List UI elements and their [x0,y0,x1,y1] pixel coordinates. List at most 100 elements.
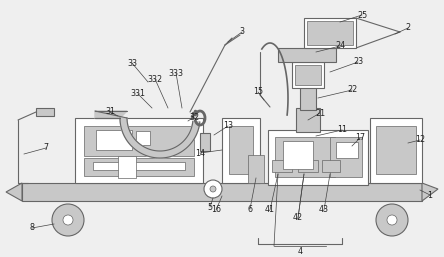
Bar [370,118,422,183]
Text: 43: 43 [319,206,329,215]
Polygon shape [189,132,196,137]
Polygon shape [131,141,137,147]
Bar [248,155,264,183]
Polygon shape [192,125,199,128]
Text: 23: 23 [353,58,363,67]
Bar [283,141,313,169]
Polygon shape [120,118,127,120]
Polygon shape [168,150,171,157]
Polygon shape [162,151,163,158]
Polygon shape [135,144,140,150]
Text: 12: 12 [415,135,425,144]
Polygon shape [185,139,191,144]
Text: 331: 331 [131,89,146,98]
Polygon shape [174,148,178,154]
Text: 13: 13 [223,122,233,131]
Polygon shape [137,145,142,152]
Polygon shape [181,142,187,149]
Bar [229,126,253,174]
Polygon shape [140,146,144,153]
Polygon shape [139,146,143,152]
Circle shape [204,180,222,198]
Polygon shape [159,151,160,158]
Polygon shape [190,131,197,135]
Polygon shape [171,149,175,155]
Polygon shape [123,129,129,133]
Bar [84,158,194,176]
Polygon shape [120,123,127,126]
Polygon shape [192,124,199,126]
Bar [200,133,210,151]
Text: 22: 22 [347,86,357,95]
Polygon shape [122,128,129,132]
Polygon shape [150,150,153,157]
Bar [275,137,335,177]
Polygon shape [157,151,159,158]
Text: 14: 14 [195,149,205,158]
Polygon shape [127,136,133,141]
Polygon shape [191,127,198,131]
Bar [336,142,358,158]
Text: 4: 4 [297,246,302,255]
Polygon shape [173,148,177,155]
Polygon shape [169,149,172,157]
Polygon shape [121,124,128,127]
Circle shape [376,204,408,236]
Text: 3: 3 [239,27,245,36]
Polygon shape [122,127,129,130]
Polygon shape [129,139,135,145]
Polygon shape [148,150,151,157]
Text: 2: 2 [405,23,411,32]
Polygon shape [182,142,188,148]
Polygon shape [186,137,193,142]
Text: 17: 17 [355,133,365,142]
Bar [295,65,321,85]
Bar [278,48,336,62]
Polygon shape [193,123,200,125]
Text: 5: 5 [207,203,213,212]
Polygon shape [177,145,182,152]
Polygon shape [163,151,165,158]
Text: 15: 15 [253,87,263,96]
Polygon shape [183,141,189,146]
Polygon shape [166,150,170,157]
Bar [22,183,422,201]
Polygon shape [192,126,199,130]
Bar [304,18,356,48]
Polygon shape [144,148,148,155]
Polygon shape [170,149,174,156]
Bar [272,160,292,172]
Bar [84,126,194,156]
Polygon shape [422,183,438,201]
Polygon shape [184,140,190,145]
Polygon shape [175,147,179,154]
Polygon shape [6,183,22,201]
Polygon shape [179,144,185,150]
Bar [75,118,203,183]
Polygon shape [143,148,147,155]
Polygon shape [151,150,154,157]
Polygon shape [186,138,192,143]
Bar [298,160,318,172]
Bar [307,21,353,45]
Text: 11: 11 [337,125,347,134]
Polygon shape [193,121,200,124]
Text: 1: 1 [428,190,432,199]
Polygon shape [123,132,131,136]
Text: 21: 21 [315,108,325,117]
Text: 6: 6 [247,205,253,214]
Bar [292,62,324,88]
Bar [296,108,320,132]
Polygon shape [190,130,197,134]
Text: 24: 24 [335,41,345,50]
Text: 16: 16 [211,206,221,215]
Bar [136,131,150,145]
Text: 8: 8 [29,224,35,233]
Polygon shape [164,151,166,158]
Text: 41: 41 [265,206,275,215]
Bar [322,160,340,172]
Polygon shape [125,134,132,139]
Polygon shape [165,150,168,158]
Polygon shape [136,144,141,151]
Polygon shape [153,150,155,158]
